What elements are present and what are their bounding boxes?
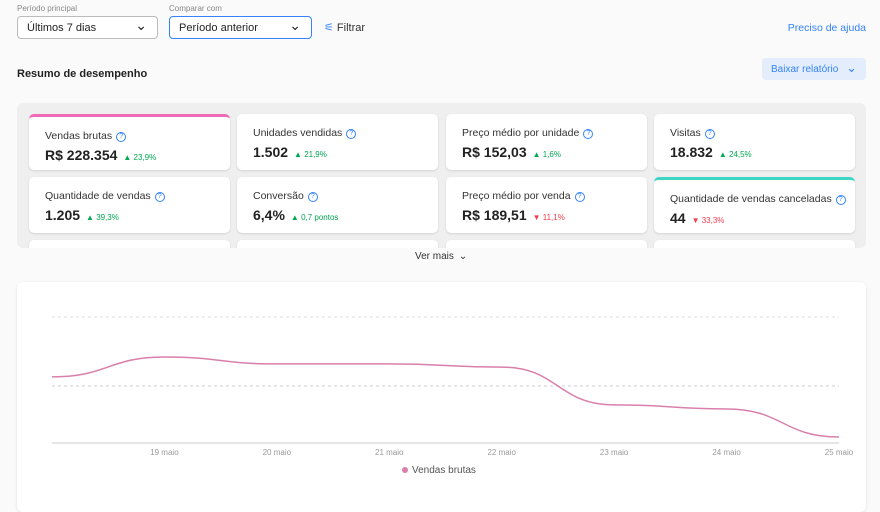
- cards-panel: Vendas brutas R$ 228.354 ▲ 23,9% Unidades v…: [17, 103, 866, 248]
- change: 39,3%: [96, 213, 119, 222]
- metric-card: Preço médio por unidade R$ 152,03 ▲ 1,6%: [446, 114, 647, 170]
- x-tick-label: 23 maio: [600, 448, 629, 457]
- value: R$ 152,03: [462, 144, 527, 160]
- value: 1.205: [45, 207, 81, 223]
- metric-card: Unidades vendidas 1.502 ▲ 21,9%: [237, 114, 438, 170]
- metric-label: Vendas brutas: [45, 130, 126, 142]
- metric-value: 1.502 ▲ 21,9%: [253, 144, 327, 160]
- metric-value: 18.832 ▲ 24,5%: [670, 144, 752, 160]
- filter-button[interactable]: ⚟ Filtrar: [324, 21, 365, 34]
- change: 21,9%: [304, 150, 327, 159]
- metric-change: ▲ 23,9%: [123, 153, 157, 162]
- section-title: Resumo de desempenho: [17, 68, 148, 80]
- label: Baixar relatório: [771, 64, 839, 75]
- metric-card: [446, 240, 647, 248]
- metric-value: R$ 189,51 ▼ 11,1%: [462, 207, 565, 223]
- metric-card: [654, 240, 855, 248]
- legend-marker: [402, 467, 408, 473]
- metric-card: Conversão 6,4% ▲ 0,7 pontos: [237, 177, 438, 233]
- metric-change: ▲ 39,3%: [86, 213, 119, 222]
- metric-change: ▲ 0,7 pontos: [290, 213, 339, 222]
- metric-card: Preço médio por venda R$ 189,51 ▼ 11,1%: [446, 177, 647, 233]
- change: 0,7 pontos: [301, 213, 339, 222]
- more-button[interactable]: Ver mais ⌄: [415, 251, 468, 262]
- metric-label: Preço médio por venda: [462, 190, 585, 202]
- value: R$ 189,51: [462, 207, 527, 223]
- value: 6,4%: [253, 207, 285, 223]
- change: 11,1%: [542, 213, 565, 222]
- download-button[interactable]: Baixar relatório ⌄: [762, 58, 866, 80]
- chart: 19 maio 20 maio 21 maio 22 maio 23 maio 24 ma…: [51, 316, 854, 476]
- metric-label: Visitas: [670, 127, 715, 139]
- metric-card: Vendas brutas R$ 228.354 ▲ 23,9%: [29, 114, 230, 170]
- metric-card: Quantidade de vendas 1.205 ▲ 39,3%: [29, 177, 230, 233]
- change: 24,5%: [728, 150, 752, 159]
- page: Período principal Últimos 7 dias Compara…: [0, 0, 880, 500]
- x-tick-label: 22 maio: [487, 448, 516, 457]
- metric-change: ▲ 1,6%: [532, 150, 561, 159]
- metric-value: R$ 152,03 ▲ 1,6%: [462, 144, 561, 160]
- metric-change: ▼ 33,3%: [691, 216, 725, 225]
- change: 1,6%: [542, 150, 561, 159]
- label: Período principal: [17, 4, 78, 13]
- value: 1.502: [253, 144, 289, 160]
- metric-label: Quantidade de vendas canceladas: [670, 193, 846, 205]
- value: 18.832: [670, 144, 713, 160]
- metric-label: Preço médio por unidade: [462, 127, 593, 139]
- line: [51, 356, 840, 438]
- metric-label: Quantidade de vendas: [45, 190, 165, 202]
- period-select[interactable]: Últimos 7 dias: [17, 16, 158, 39]
- x-tick-label: 19 maio: [150, 448, 179, 457]
- metric-card: Quantidade de vendas canceladas 44 ▼ 33,3%: [654, 177, 855, 233]
- value: R$ 228.354: [45, 147, 118, 163]
- metric-card: Visitas 18.832 ▲ 24,5%: [654, 114, 855, 170]
- metric-change: ▼ 11,1%: [532, 213, 565, 222]
- x-tick-label: 21 maio: [375, 448, 404, 457]
- change: 23,9%: [133, 153, 157, 162]
- metric-card: [29, 240, 230, 248]
- x-tick-label: 20 maio: [263, 448, 292, 457]
- legend-label: Vendas brutas: [412, 465, 476, 476]
- x-tick-label: 24 maio: [712, 448, 741, 457]
- metric-value: 44 ▼ 33,3%: [670, 210, 724, 226]
- metric-value: 1.205 ▲ 39,3%: [45, 207, 119, 223]
- metric-card: [237, 240, 438, 248]
- metric-value: 6,4% ▲ 0,7 pontos: [253, 207, 338, 223]
- change: 33,3%: [701, 216, 725, 225]
- label: Comparar com: [169, 4, 222, 13]
- help-link[interactable]: Preciso de ajuda: [787, 22, 866, 34]
- metric-change: ▲ 24,5%: [718, 150, 752, 159]
- metric-label: Conversão: [253, 190, 318, 202]
- chart-card: [17, 282, 866, 512]
- label: Ver mais: [415, 251, 454, 262]
- metric-value: R$ 228.354 ▲ 23,9%: [45, 147, 156, 163]
- value: 44: [670, 210, 686, 226]
- metric-change: ▲ 21,9%: [294, 150, 327, 159]
- icon: ⚟: [324, 22, 337, 34]
- metric-label: Unidades vendidas: [253, 127, 356, 139]
- compare-select[interactable]: Período anterior: [169, 16, 312, 39]
- label: Filtrar: [336, 22, 366, 34]
- x-tick-label: 25 maio: [825, 448, 854, 457]
